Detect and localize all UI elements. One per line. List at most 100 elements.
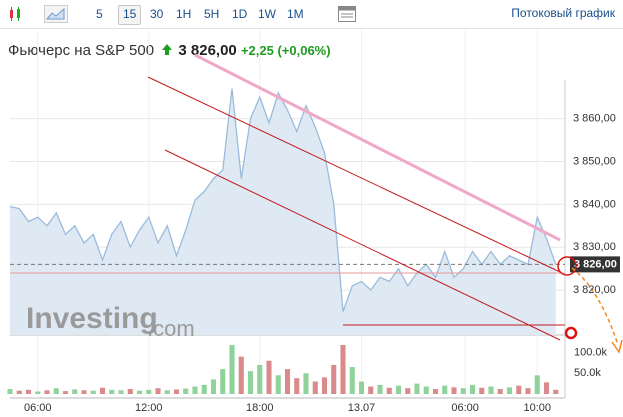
volume-bar [220, 369, 226, 394]
quote-header: Фьючерс на S&P 500 3 826,00 +2,25 (+0,06… [8, 42, 331, 59]
drawn-arrow [571, 267, 619, 346]
volume-bar [442, 385, 448, 394]
y-tick-label: 3 830,00 [573, 241, 616, 253]
volume-bar [469, 384, 476, 394]
volume-bar [553, 389, 559, 394]
volume-bar [284, 369, 291, 394]
interval-button[interactable]: 1W [258, 7, 276, 21]
x-tick-label: 13.07 [348, 402, 376, 414]
volume-bar [155, 388, 161, 394]
price-area [10, 88, 556, 335]
volume-bar [534, 375, 540, 394]
volume-bar [72, 389, 78, 394]
volume-bar [423, 386, 429, 394]
volume-bar [506, 387, 513, 394]
volume-bar [238, 356, 244, 394]
x-tick-label: 12:00 [135, 402, 163, 414]
volume-bar [81, 390, 87, 394]
instrument-title: Фьючерс на S&P 500 [8, 42, 155, 59]
layer [7, 30, 565, 398]
stream-link[interactable]: Потоковый график [511, 6, 615, 20]
volume-tick-label: 100.0k [574, 346, 608, 358]
interval-button[interactable]: 5 [96, 7, 103, 21]
area-icon[interactable] [44, 5, 68, 23]
x-tick-label: 18:00 [246, 402, 274, 414]
y-tick-label: 3 860,00 [573, 112, 616, 124]
volume-bar [488, 386, 494, 394]
volume-bar [479, 387, 485, 394]
volume-bar [99, 387, 106, 394]
volume-bar [229, 344, 235, 394]
x-tick-label: 06:00 [451, 402, 479, 414]
volume-bar [386, 387, 392, 394]
volume-bar [368, 386, 374, 394]
interval-button[interactable]: 1D [232, 7, 248, 21]
volume-bar [127, 389, 133, 394]
toolbar: Потоковый график 5 15 30 1H 5H 1D 1W 1M [0, 0, 623, 29]
interval-button[interactable]: 1M [287, 7, 304, 21]
volume-bar [210, 379, 217, 394]
volume-bar [53, 388, 59, 394]
volume-bar [35, 391, 41, 394]
candle-icon[interactable] [8, 6, 24, 22]
volume-bar [25, 389, 32, 394]
interval-button[interactable]: 15 [118, 5, 142, 25]
drawing-handle[interactable] [564, 326, 578, 340]
volume-bar [266, 360, 272, 394]
price-change: +2,25 (+0,06%) [240, 43, 331, 58]
volume-bar [183, 388, 189, 394]
volume-bar [164, 390, 170, 394]
volume-bar [136, 390, 143, 394]
volume-bar [118, 390, 124, 394]
volume-bar [543, 382, 550, 394]
volume-bar [62, 391, 69, 394]
volume-bar [173, 389, 180, 394]
volume-bar [7, 389, 13, 394]
volume-bar [395, 385, 402, 394]
layer: 3 826,00 [9, 88, 620, 312]
last-price-box [570, 256, 620, 273]
volume-bar [247, 371, 254, 394]
drawn-trendline [164, 149, 561, 341]
volume-bar [321, 377, 328, 394]
volume-bar [109, 389, 115, 394]
volume-bar [377, 384, 383, 394]
volume-bar [303, 373, 309, 394]
up-arrow [162, 44, 173, 55]
volume-bar [44, 390, 50, 394]
interval-button[interactable]: 30 [150, 7, 164, 21]
volume-bar [497, 389, 503, 394]
drawn-trendline [194, 53, 561, 242]
volume-tick-label: 50.0k [574, 367, 601, 379]
interval-button[interactable]: 1H [176, 7, 192, 21]
y-tick-label: 3 840,00 [573, 198, 616, 210]
volume-bar [340, 344, 346, 394]
volume-bar [414, 383, 420, 394]
volume-bar [516, 385, 522, 394]
drawn-trendline [147, 76, 561, 273]
volume-bar [257, 364, 263, 394]
table-icon[interactable] [338, 6, 356, 22]
interval-button[interactable]: 5H [204, 7, 220, 21]
volume-bar [432, 389, 439, 394]
volume-bar [525, 388, 531, 394]
x-tick-label: 06:00 [24, 402, 52, 414]
volume-bar [349, 367, 355, 394]
volume-bar [460, 388, 466, 394]
volume-bar [331, 364, 337, 394]
volume-bar [358, 381, 365, 394]
volume-bar [146, 389, 152, 394]
x-tick-label: 10:00 [523, 402, 551, 414]
drawn-arrow [611, 339, 623, 354]
watermark: Investing [26, 302, 158, 335]
volume-bar [312, 381, 318, 394]
y-tick-label: 3 820,00 [573, 284, 616, 296]
drawing-handle[interactable] [557, 256, 577, 276]
watermark: .com [147, 316, 195, 341]
price-line [9, 88, 557, 312]
y-tick-label: 3 850,00 [573, 155, 616, 167]
volume-bar [192, 386, 198, 394]
volume-bar [90, 390, 96, 394]
volume-bar [201, 384, 207, 394]
